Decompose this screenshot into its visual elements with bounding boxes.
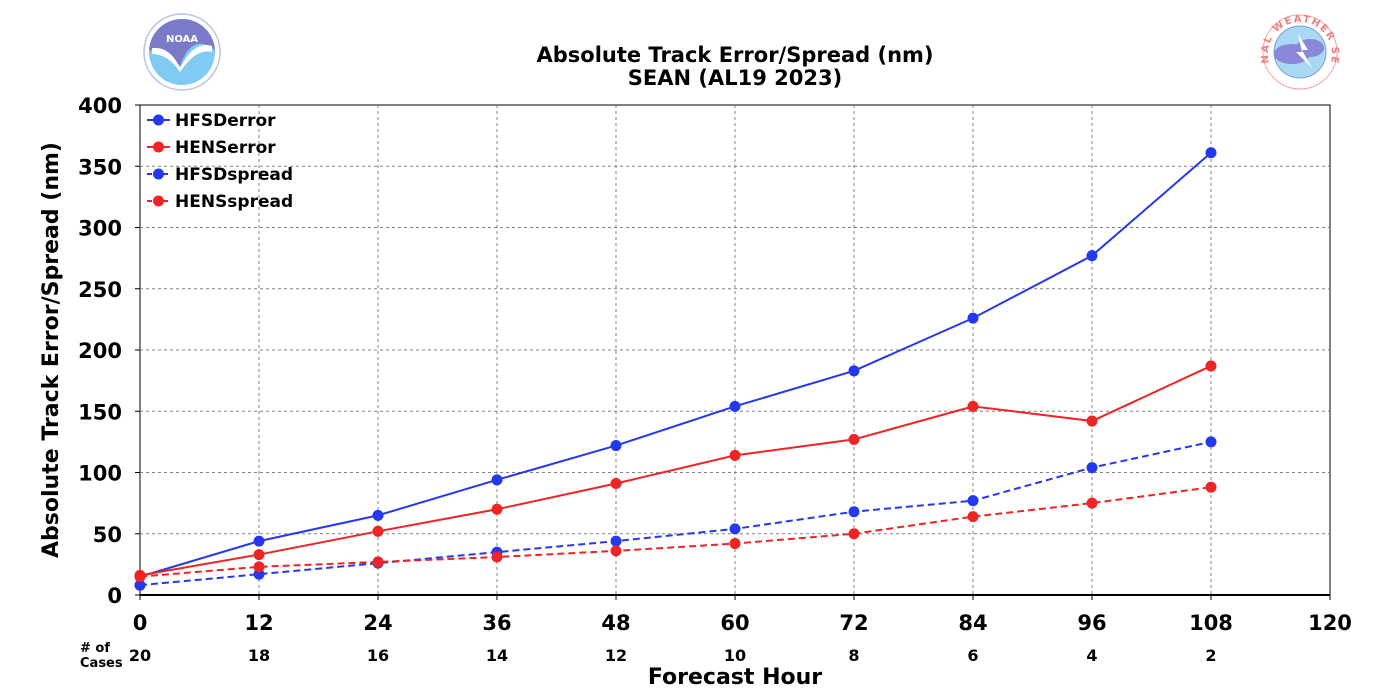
data-point <box>134 579 146 591</box>
data-point <box>729 538 741 550</box>
y-tick-label: 250 <box>78 278 122 302</box>
noaa-logo-text: NOAA <box>166 34 198 45</box>
x-tick-label: 108 <box>1189 611 1233 635</box>
cases-row: 20 18 16 14 12 10 8 6 4 2 <box>129 646 1217 665</box>
data-point <box>967 495 979 507</box>
y-tick-label: 300 <box>78 217 122 241</box>
nws-logo: NATIONAL WEATHER SERVICE <box>1260 14 1339 90</box>
case-count: 6 <box>967 646 978 665</box>
x-tick-label: 72 <box>839 611 868 635</box>
data-point <box>848 506 860 518</box>
data-point <box>610 440 622 452</box>
series-line <box>139 365 1212 577</box>
legend-label: HENSerror <box>175 138 276 158</box>
legend: HFSDerror HENSerror HFSDspread HENSspread <box>147 111 293 212</box>
data-point <box>372 509 384 521</box>
x-tick-label: 60 <box>720 611 749 635</box>
x-tick-label: 36 <box>482 611 511 635</box>
x-tick-label: 24 <box>363 611 392 635</box>
x-tick-label: 96 <box>1077 611 1106 635</box>
x-tick-label: 48 <box>601 611 630 635</box>
series-HFSDerror <box>134 147 1217 583</box>
chart-subtitle: SEAN (AL19 2023) <box>628 66 842 90</box>
data-point <box>729 400 741 412</box>
data-point <box>1086 497 1098 509</box>
case-count: 2 <box>1205 646 1216 665</box>
data-point <box>372 525 384 537</box>
data-point <box>610 545 622 557</box>
series-line <box>139 152 1212 578</box>
case-count: 12 <box>605 646 627 665</box>
data-point <box>253 535 265 547</box>
data-point <box>729 449 741 461</box>
data-point <box>967 312 979 324</box>
x-axis-ticks: 0 12 24 36 48 60 72 84 96 108 120 <box>133 595 1352 635</box>
data-point <box>134 571 146 583</box>
x-tick-label: 0 <box>133 611 148 635</box>
data-point <box>1205 481 1217 493</box>
legend-label: HENSspread <box>175 192 293 212</box>
legend-marker <box>153 168 164 180</box>
y-tick-label: 150 <box>78 400 122 424</box>
data-point <box>848 433 860 445</box>
noaa-logo: NOAA <box>143 13 221 91</box>
x-tick-label: 84 <box>958 611 987 635</box>
x-tick-label: 120 <box>1308 611 1352 635</box>
data-point <box>491 503 503 515</box>
data-point <box>253 561 265 573</box>
y-axis-label: Absolute Track Error/Spread (nm) <box>39 142 64 558</box>
data-point <box>1205 360 1217 372</box>
data-point <box>729 523 741 535</box>
data-point <box>610 535 622 547</box>
case-count: 10 <box>724 646 746 665</box>
legend-marker <box>153 114 164 126</box>
data-point <box>848 365 860 377</box>
y-tick-label: 200 <box>78 339 122 363</box>
case-count: 14 <box>486 646 508 665</box>
data-point <box>848 528 860 540</box>
data-point <box>967 400 979 412</box>
series-line <box>139 440 1212 587</box>
legend-marker <box>153 195 164 207</box>
series-HENSspread <box>134 481 1217 583</box>
y-axis-ticks: 0 50 100 150 200 250 300 350 400 <box>78 94 140 608</box>
chart-title: Absolute Track Error/Spread (nm) <box>536 43 933 67</box>
case-count: 8 <box>848 646 859 665</box>
data-point <box>372 556 384 568</box>
legend-marker <box>153 141 164 153</box>
case-count: 20 <box>129 646 151 665</box>
y-tick-label: 0 <box>107 584 122 608</box>
case-count: 18 <box>248 646 270 665</box>
y-tick-label: 100 <box>78 462 122 486</box>
data-point <box>1205 147 1217 159</box>
data-point <box>1205 436 1217 448</box>
case-count: 16 <box>367 646 389 665</box>
y-tick-label: 400 <box>78 94 122 118</box>
data-point <box>1086 250 1098 262</box>
data-point <box>491 474 503 486</box>
series-line <box>139 486 1212 578</box>
case-count: 4 <box>1086 646 1097 665</box>
data-point <box>1086 415 1098 427</box>
x-tick-label: 12 <box>244 611 273 635</box>
y-tick-label: 350 <box>78 155 122 179</box>
data-point <box>967 511 979 523</box>
x-axis-label: Forecast Hour <box>648 665 822 690</box>
data-point <box>610 478 622 490</box>
data-point <box>253 549 265 561</box>
legend-label: HFSDspread <box>175 165 293 185</box>
legend-label: HFSDerror <box>175 111 276 131</box>
data-point <box>1086 462 1098 474</box>
series-layer <box>134 147 1217 591</box>
cases-label: # of Cases <box>80 641 123 671</box>
data-point <box>491 551 503 563</box>
y-tick-label: 50 <box>93 523 122 547</box>
